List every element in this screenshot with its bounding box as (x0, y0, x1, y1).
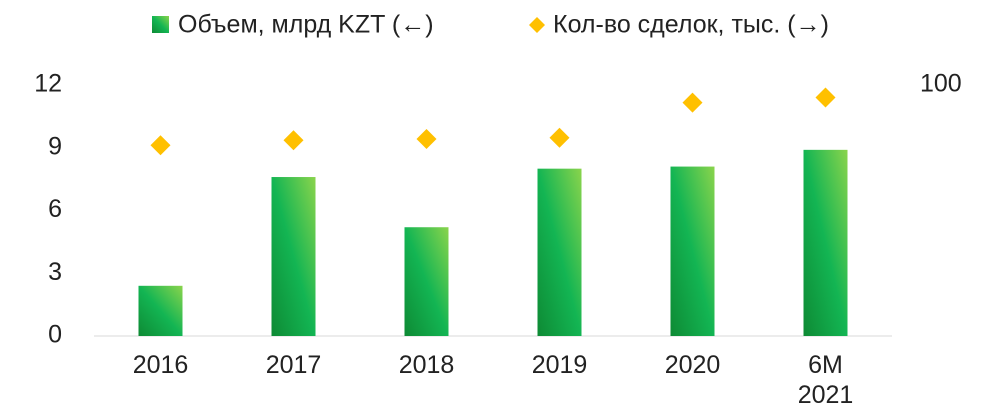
bar (271, 177, 316, 336)
x-tick-label: 2018 (398, 351, 455, 379)
x-tick-label: 2020 (664, 351, 721, 379)
x-tick-label: 2017 (265, 351, 322, 379)
y2-tick-label: 100 (920, 70, 962, 98)
x-tick-label: 2016 (132, 351, 189, 379)
y-tick-label: 0 (48, 321, 62, 349)
marker (416, 128, 437, 149)
x-tick-label: 2019 (531, 351, 588, 379)
legend-swatch (152, 16, 169, 33)
marker (815, 87, 836, 108)
marker (150, 135, 171, 156)
legend-label: Объем, млрд KZT (←) (178, 11, 434, 39)
y-tick-label: 12 (34, 70, 62, 98)
bar (670, 166, 715, 336)
bar (404, 227, 449, 336)
legend-label: Кол-во сделок, тыс. (→) (553, 11, 829, 39)
marker (549, 127, 570, 148)
x-tick-label: 6M 2021 (797, 351, 854, 409)
y-tick-label: 9 (48, 132, 62, 160)
marker (283, 130, 304, 151)
bar (138, 285, 183, 336)
bar (537, 168, 582, 336)
marker (682, 92, 703, 113)
y-tick-label: 6 (48, 195, 62, 223)
bar (803, 149, 848, 336)
legend-swatch (529, 17, 545, 33)
y-tick-label: 3 (48, 258, 62, 286)
